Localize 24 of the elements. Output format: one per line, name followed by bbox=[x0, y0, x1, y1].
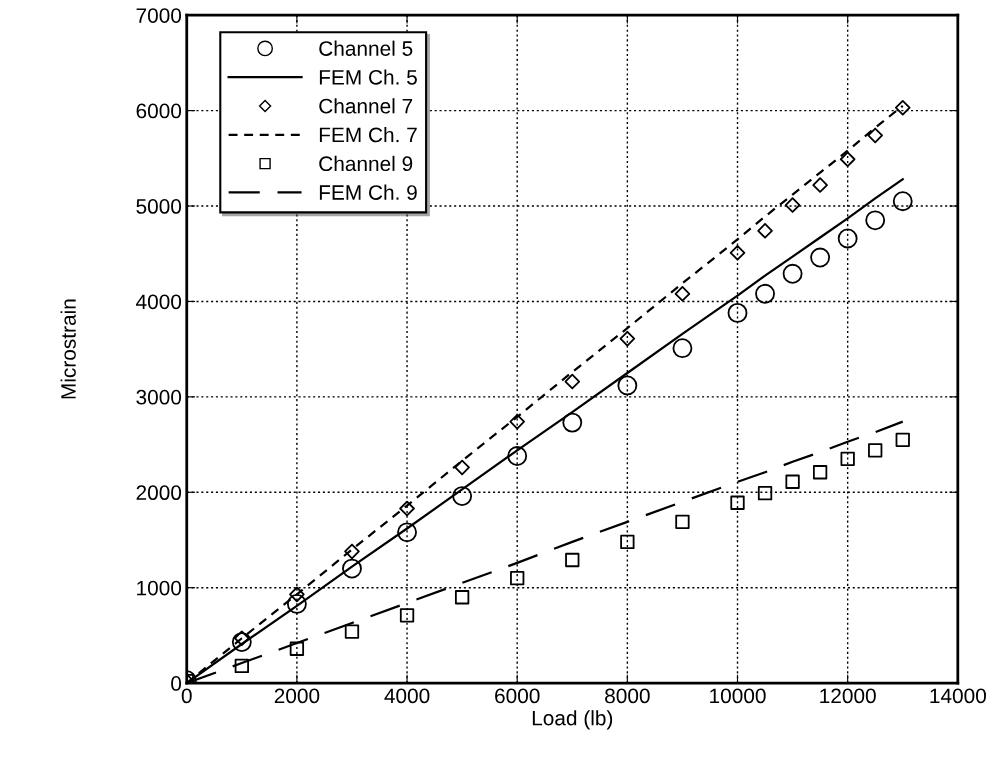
legend-label: FEM Ch. 5 bbox=[319, 69, 417, 85]
legend-label: FEM Ch. 7 bbox=[319, 127, 417, 143]
x-tick-label: 14000 bbox=[930, 688, 986, 704]
y-tick-label: 2000 bbox=[136, 485, 182, 501]
legend-label: FEM Ch. 9 bbox=[319, 184, 417, 200]
y-tick-label: 4000 bbox=[136, 294, 182, 310]
legend-label: Channel 9 bbox=[319, 155, 413, 172]
x-tick-label: 10000 bbox=[710, 688, 766, 704]
x-tick-label: 4000 bbox=[384, 688, 430, 704]
x-tick-label: 2000 bbox=[274, 688, 320, 704]
x-tick-label: 8000 bbox=[605, 688, 650, 704]
y-tick-label: 6000 bbox=[136, 103, 182, 119]
x-axis-title: Load (lb) bbox=[532, 710, 613, 730]
y-tick-label: 1000 bbox=[137, 580, 182, 596]
y-axis-title: Microstrain bbox=[60, 299, 76, 399]
y-tick-label: 7000 bbox=[136, 8, 182, 23]
legend-label: Channel 5 bbox=[319, 40, 413, 56]
y-tick-label: 3000 bbox=[136, 389, 182, 405]
y-tick-label: 5000 bbox=[136, 199, 182, 214]
x-tick-label: 0 bbox=[181, 688, 192, 704]
x-tick-label: 6000 bbox=[495, 688, 540, 704]
x-tick-label: 12000 bbox=[820, 688, 876, 704]
legend-label: Channel 7 bbox=[319, 98, 413, 114]
y-tick-label: 0 bbox=[171, 676, 182, 691]
